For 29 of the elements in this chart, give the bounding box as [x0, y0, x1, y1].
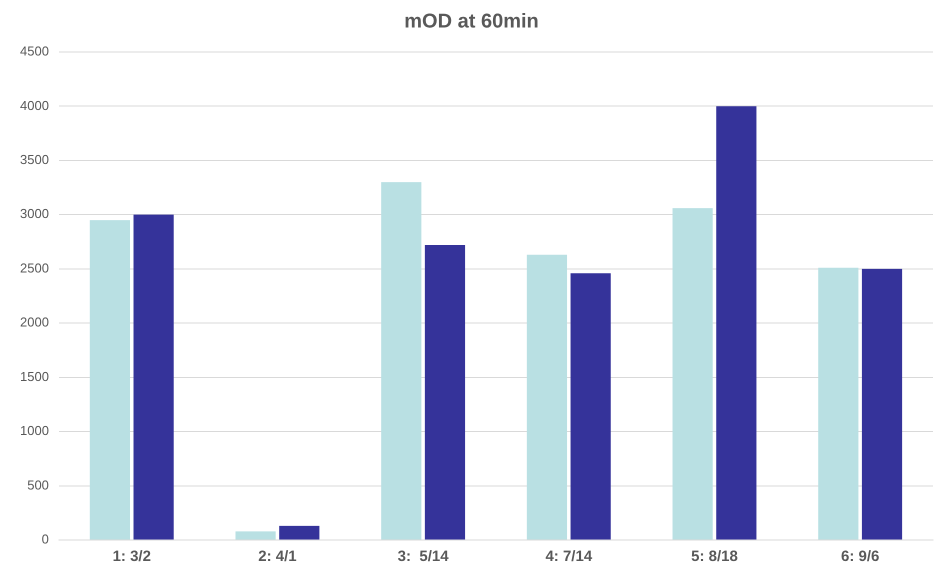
- bar: [279, 526, 320, 540]
- bar: [862, 268, 902, 540]
- bar: [672, 208, 713, 540]
- bar: [526, 254, 568, 540]
- y-tick-label: 1500: [20, 368, 49, 384]
- bar: [818, 268, 858, 540]
- x-tick-label: 1: 3/2: [112, 548, 151, 566]
- y-tick-label: 3500: [20, 152, 49, 168]
- y-tick-label: 1000: [20, 423, 49, 438]
- x-tick-label: 3: 5/14: [398, 548, 450, 566]
- y-tick-label: 4500: [20, 44, 49, 59]
- x-tick-label: 5: 8/18: [691, 548, 738, 566]
- bar: [381, 182, 422, 540]
- y-tick-label: 4000: [20, 98, 49, 113]
- bar: [570, 273, 611, 540]
- y-tick-label: 0: [42, 532, 49, 547]
- y-tick-label: 3000: [20, 206, 49, 222]
- bar: [424, 245, 466, 540]
- y-tick-label: 500: [27, 477, 49, 492]
- x-tick-label: 4: 7/14: [545, 548, 593, 566]
- x-tick-label: 2: 4/1: [258, 548, 297, 566]
- x-tick-label: 6: 9/6: [840, 548, 880, 566]
- bar: [90, 220, 130, 540]
- bar: [134, 214, 174, 540]
- bar: [235, 531, 276, 540]
- y-tick-label: 2000: [20, 314, 49, 330]
- bar: [716, 106, 756, 540]
- y-tick-label: 2500: [20, 260, 49, 276]
- chart-title: mOD at 60min: [404, 10, 539, 33]
